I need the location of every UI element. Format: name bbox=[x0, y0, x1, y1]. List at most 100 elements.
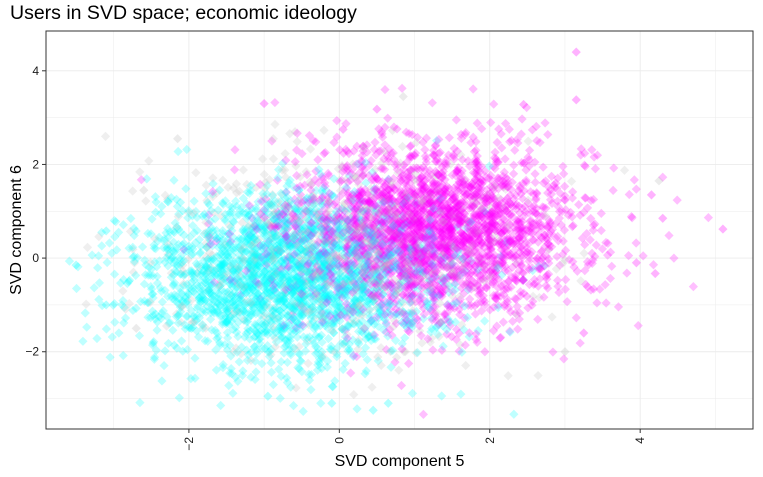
data-point bbox=[532, 203, 542, 213]
data-point bbox=[328, 238, 338, 248]
data-point bbox=[334, 225, 344, 236]
data-point bbox=[523, 195, 533, 205]
data-point bbox=[252, 321, 263, 331]
data-point bbox=[380, 275, 390, 285]
data-point bbox=[418, 314, 428, 324]
data-point bbox=[241, 329, 251, 339]
data-point bbox=[393, 229, 403, 239]
data-point bbox=[491, 259, 502, 269]
data-point bbox=[388, 202, 398, 212]
data-point bbox=[249, 269, 259, 279]
data-point bbox=[375, 302, 385, 312]
data-point bbox=[493, 158, 503, 168]
data-point bbox=[206, 274, 216, 284]
data-point bbox=[419, 181, 430, 192]
data-point bbox=[214, 281, 225, 292]
data-point bbox=[416, 202, 426, 212]
data-point bbox=[366, 236, 376, 246]
data-point bbox=[312, 255, 322, 266]
data-point bbox=[401, 184, 411, 194]
data-point bbox=[248, 291, 258, 302]
data-point bbox=[425, 287, 435, 298]
data-point bbox=[351, 240, 362, 250]
data-point bbox=[266, 290, 276, 300]
data-point bbox=[234, 302, 244, 312]
data-point bbox=[527, 207, 538, 217]
data-point bbox=[325, 344, 335, 354]
data-point bbox=[432, 171, 442, 181]
data-point bbox=[453, 182, 463, 192]
data-point bbox=[358, 223, 369, 233]
data-point bbox=[263, 347, 273, 357]
data-point bbox=[128, 186, 138, 196]
data-point bbox=[439, 224, 449, 234]
data-point bbox=[235, 290, 245, 300]
data-point bbox=[413, 255, 423, 265]
data-point bbox=[286, 241, 296, 252]
data-point bbox=[336, 233, 346, 244]
data-point bbox=[334, 240, 344, 250]
data-point bbox=[415, 293, 426, 303]
data-point bbox=[244, 206, 254, 216]
data-point bbox=[355, 294, 365, 304]
data-point bbox=[413, 268, 424, 278]
data-point bbox=[475, 205, 485, 215]
data-point bbox=[470, 245, 480, 255]
data-point bbox=[148, 310, 158, 320]
data-point bbox=[449, 212, 459, 222]
data-point bbox=[472, 228, 483, 238]
data-point bbox=[264, 347, 275, 357]
data-point bbox=[411, 307, 421, 317]
data-point bbox=[448, 252, 458, 262]
data-point bbox=[323, 232, 333, 242]
data-point bbox=[231, 343, 241, 353]
data-point bbox=[131, 303, 141, 313]
data-point bbox=[415, 292, 426, 302]
data-point bbox=[326, 345, 336, 355]
data-point bbox=[399, 272, 409, 282]
data-point bbox=[383, 302, 393, 312]
data-point bbox=[347, 282, 357, 292]
data-point bbox=[221, 319, 231, 329]
data-point bbox=[377, 129, 387, 139]
data-point bbox=[452, 180, 463, 190]
data-point bbox=[356, 234, 366, 244]
data-point bbox=[519, 99, 529, 110]
data-point bbox=[446, 272, 456, 282]
data-point bbox=[417, 253, 427, 263]
data-point bbox=[486, 218, 497, 229]
data-point bbox=[169, 227, 179, 238]
data-point bbox=[168, 270, 179, 280]
data-point bbox=[259, 205, 269, 215]
data-point bbox=[288, 210, 298, 220]
data-point bbox=[290, 301, 300, 311]
data-point bbox=[301, 194, 311, 204]
data-point bbox=[443, 212, 453, 222]
data-point bbox=[263, 244, 273, 254]
data-point bbox=[151, 207, 161, 217]
data-point bbox=[276, 241, 286, 251]
data-point bbox=[281, 231, 291, 241]
data-point bbox=[226, 273, 236, 283]
data-point bbox=[531, 219, 541, 230]
data-point bbox=[411, 191, 421, 202]
data-point bbox=[406, 280, 417, 291]
data-point bbox=[359, 301, 369, 311]
data-point bbox=[580, 161, 590, 172]
data-point bbox=[283, 224, 293, 234]
data-point bbox=[319, 265, 330, 275]
data-point bbox=[366, 155, 376, 166]
data-point bbox=[259, 269, 269, 279]
data-point bbox=[522, 291, 532, 301]
data-point bbox=[314, 250, 324, 260]
data-point bbox=[285, 254, 295, 265]
data-point bbox=[412, 175, 422, 185]
data-point bbox=[223, 307, 233, 317]
data-point bbox=[173, 134, 183, 144]
data-point bbox=[272, 175, 282, 185]
data-point bbox=[437, 229, 448, 239]
data-point bbox=[349, 260, 359, 270]
data-point bbox=[340, 284, 350, 294]
data-point bbox=[474, 227, 485, 238]
data-point bbox=[429, 216, 439, 226]
